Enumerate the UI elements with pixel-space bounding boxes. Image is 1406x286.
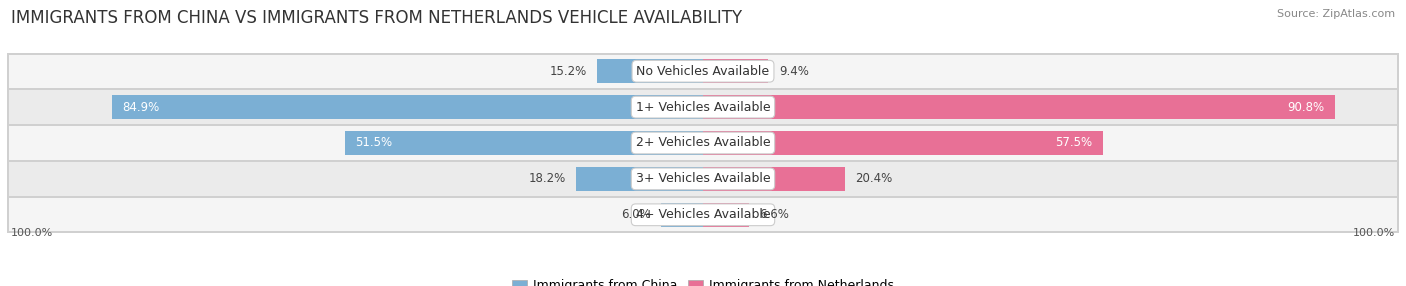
Bar <box>598 59 703 84</box>
Text: 84.9%: 84.9% <box>122 101 160 114</box>
Bar <box>703 59 769 84</box>
Bar <box>8 126 1398 160</box>
Text: 100.0%: 100.0% <box>10 228 53 238</box>
Text: 100.0%: 100.0% <box>1353 228 1396 238</box>
Bar <box>703 95 1334 119</box>
Bar <box>8 162 1398 196</box>
Text: 6.6%: 6.6% <box>759 208 789 221</box>
Text: 15.2%: 15.2% <box>550 65 586 78</box>
Text: Source: ZipAtlas.com: Source: ZipAtlas.com <box>1277 9 1395 19</box>
Text: 20.4%: 20.4% <box>855 172 893 185</box>
Text: 51.5%: 51.5% <box>354 136 392 150</box>
Text: 90.8%: 90.8% <box>1288 101 1324 114</box>
Text: 6.0%: 6.0% <box>621 208 651 221</box>
Bar <box>112 95 703 119</box>
Text: 57.5%: 57.5% <box>1056 136 1092 150</box>
Bar <box>7 53 1399 89</box>
Bar <box>8 90 1398 124</box>
Text: 18.2%: 18.2% <box>529 172 565 185</box>
Bar <box>7 125 1399 161</box>
Text: No Vehicles Available: No Vehicles Available <box>637 65 769 78</box>
Legend: Immigrants from China, Immigrants from Netherlands: Immigrants from China, Immigrants from N… <box>512 279 894 286</box>
Bar <box>7 197 1399 233</box>
Bar <box>7 89 1399 125</box>
Text: 4+ Vehicles Available: 4+ Vehicles Available <box>636 208 770 221</box>
Bar <box>703 202 749 227</box>
Bar <box>661 202 703 227</box>
Bar <box>8 198 1398 231</box>
Text: 2+ Vehicles Available: 2+ Vehicles Available <box>636 136 770 150</box>
Text: IMMIGRANTS FROM CHINA VS IMMIGRANTS FROM NETHERLANDS VEHICLE AVAILABILITY: IMMIGRANTS FROM CHINA VS IMMIGRANTS FROM… <box>11 9 742 27</box>
Text: 3+ Vehicles Available: 3+ Vehicles Available <box>636 172 770 185</box>
Text: 9.4%: 9.4% <box>779 65 808 78</box>
Text: 1+ Vehicles Available: 1+ Vehicles Available <box>636 101 770 114</box>
Bar <box>7 161 1399 197</box>
Bar <box>344 131 703 155</box>
Bar <box>703 167 845 191</box>
Bar <box>8 55 1398 88</box>
Bar <box>576 167 703 191</box>
Bar <box>703 131 1104 155</box>
